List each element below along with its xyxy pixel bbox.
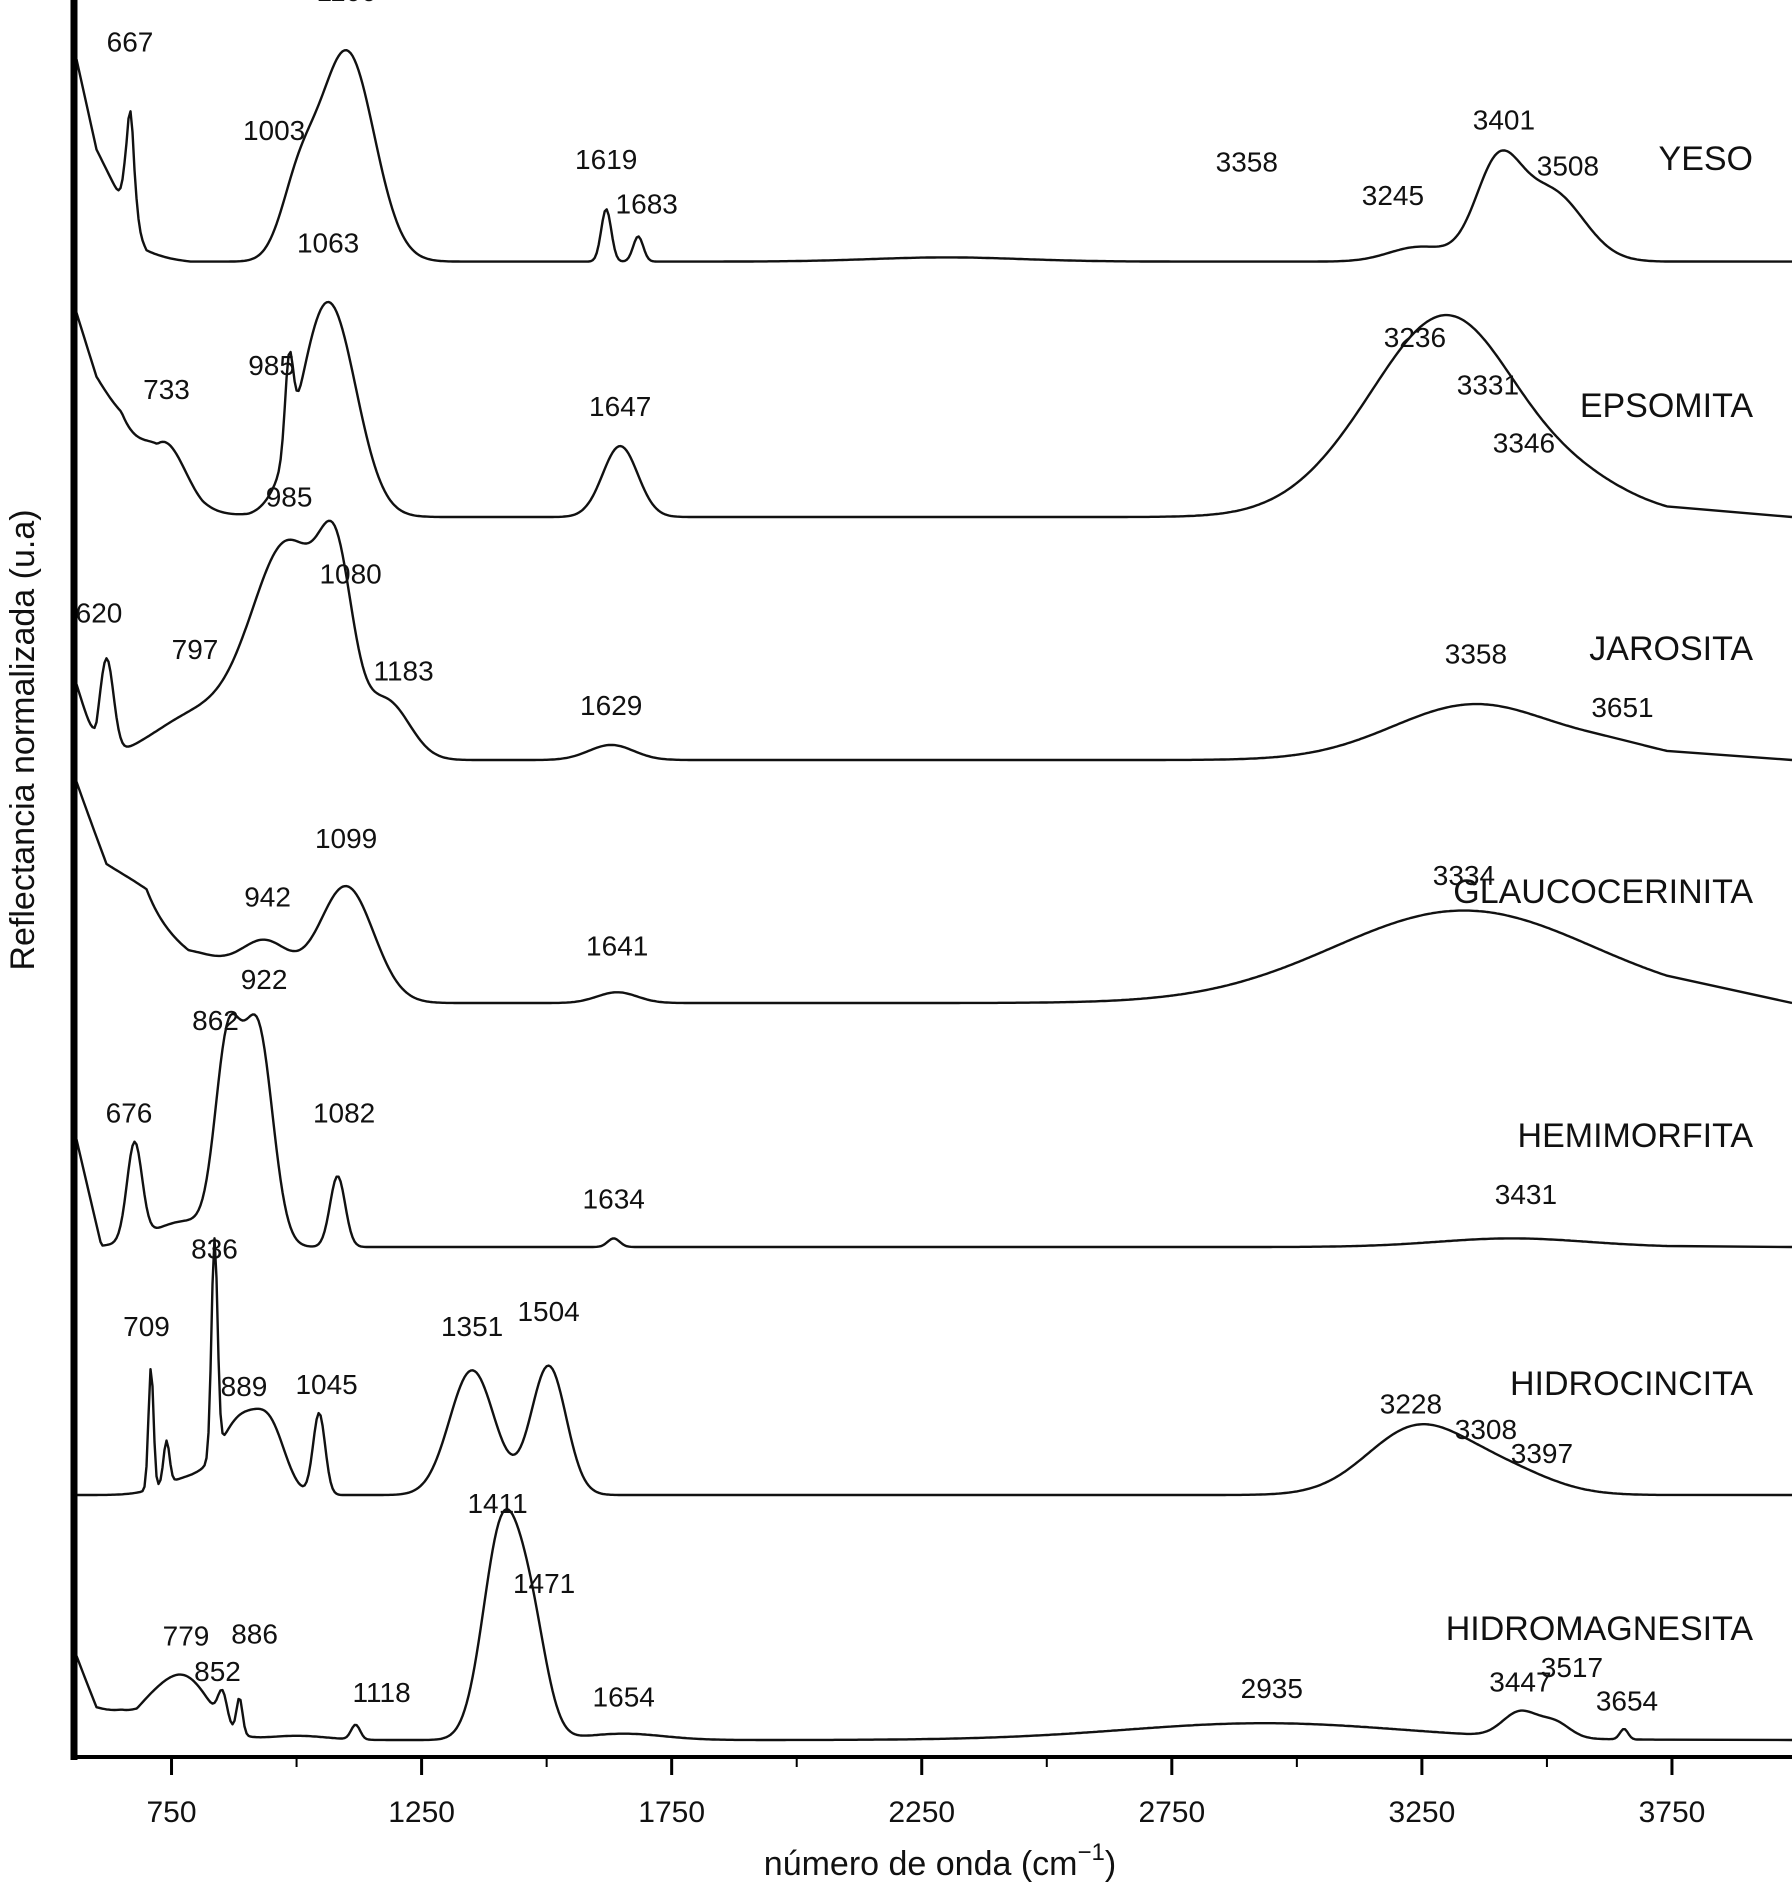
peak-label: 779	[163, 1621, 210, 1652]
peak-label: 3447	[1489, 1667, 1551, 1698]
peak-label: 3397	[1511, 1438, 1573, 1469]
spectrum-name: GLAUCOCERINITA	[1453, 873, 1753, 911]
peak-label: 889	[221, 1371, 268, 1402]
spectrum-line	[75, 49, 1792, 263]
peak-label: 733	[143, 374, 190, 405]
peak-label: 1629	[580, 690, 642, 721]
spectrum-line	[76, 1237, 1792, 1497]
spectrum-glaucocerinita: GLAUCOCERINITA 942 1099 1641 3334	[75, 781, 1792, 1005]
spectrum-name: HEMIMORFITA	[1518, 1117, 1754, 1155]
peak-label: 2935	[1241, 1673, 1303, 1704]
peak-label: 3654	[1596, 1686, 1658, 1717]
peak-label: 886	[231, 1618, 278, 1649]
peak-label: 1183	[373, 656, 433, 687]
peak-label: 922	[241, 964, 288, 995]
peak-label: 1003	[243, 115, 305, 146]
x-tick-label: 750	[146, 1796, 196, 1829]
peak-label: 1411	[467, 1488, 527, 1519]
spectrum-name: EPSOMITA	[1580, 387, 1753, 425]
peak-label: 3236	[1384, 322, 1446, 353]
spectrum-line	[75, 300, 1792, 519]
peak-label: 985	[248, 350, 295, 381]
peak-label: 942	[244, 881, 291, 912]
peak-label: 797	[172, 634, 219, 665]
x-tick-label: 2250	[888, 1796, 955, 1829]
peak-label: 1100	[316, 0, 376, 7]
spectrum-name: YESO	[1659, 140, 1753, 178]
x-tick-label: 2750	[1138, 1796, 1205, 1829]
spectrum-line	[75, 1507, 1792, 1742]
x-tick-label: 3250	[1389, 1796, 1456, 1829]
peak-label: 1641	[586, 931, 648, 962]
spectrum-epsomita: EPSOMITA 733 985 1063 1647 3236 3331 3346	[75, 228, 1792, 519]
peak-label: 3508	[1537, 151, 1599, 182]
peak-label: 1082	[313, 1097, 375, 1128]
peak-label: 1683	[616, 188, 678, 219]
peak-label: 3334	[1433, 860, 1495, 891]
peak-label: 1504	[517, 1296, 579, 1327]
spectrum-line	[75, 781, 1792, 1005]
peak-label: 1099	[315, 823, 377, 854]
spectrum-line	[75, 1012, 1792, 1249]
peak-label: 676	[106, 1097, 153, 1128]
spectrum-hidrocincita: HIDROCINCITA 709 836 889 1045 1351 1504 3228 330…	[76, 1234, 1792, 1497]
peak-label: 3228	[1380, 1388, 1442, 1419]
peak-label: 836	[191, 1234, 238, 1265]
y-axis-label: Reflectancia normalizada (u.a)	[4, 509, 42, 970]
spectrum-line	[75, 519, 1792, 762]
x-axis-label: número de onda (cm−1)	[764, 1839, 1116, 1883]
peak-label: 1063	[297, 228, 359, 259]
peak-label: 3358	[1445, 638, 1507, 669]
peak-label: 3331	[1457, 370, 1519, 401]
x-axis-label-superscript: −1	[1078, 1839, 1105, 1866]
peak-label: 3517	[1541, 1652, 1603, 1683]
peak-label: 3308	[1455, 1414, 1517, 1445]
peak-label: 3358	[1216, 146, 1278, 177]
peak-label: 667	[107, 27, 154, 58]
spectrum-name: JAROSITA	[1589, 630, 1753, 668]
x-tick-label: 3750	[1639, 1796, 1706, 1829]
x-tick-label: 1250	[388, 1796, 455, 1829]
x-axis-label-close: )	[1105, 1845, 1116, 1883]
peak-label: 3431	[1495, 1179, 1557, 1210]
peak-label: 1634	[583, 1183, 645, 1214]
peak-label: 852	[194, 1656, 241, 1687]
peak-label: 3401	[1473, 104, 1535, 135]
peak-label: 985	[266, 481, 313, 512]
spectrum-name: HIDROCINCITA	[1510, 1365, 1753, 1403]
peak-label: 3651	[1591, 692, 1653, 723]
peak-label: 862	[192, 1005, 239, 1036]
peak-label: 1351	[441, 1311, 503, 1342]
peak-label: 620	[76, 597, 123, 628]
spectrum-jarosita: JAROSITA 620 797 985 1080 1183 1629 3358 3651	[75, 481, 1792, 762]
peak-label: 1647	[589, 391, 651, 422]
peak-label: 1619	[575, 144, 637, 175]
spectrum-hidromagnesita: HIDROMAGNESITA 779 852 886 1118 1411 1471 1654 2…	[75, 1488, 1792, 1742]
peak-label: 3346	[1493, 428, 1555, 459]
peak-label: 1118	[353, 1677, 411, 1708]
x-ticks-group: 750 1250 1750 2250 2750 3250 3750	[146, 1757, 1705, 1829]
peak-label: 709	[123, 1311, 170, 1342]
peak-label: 1471	[513, 1568, 575, 1599]
x-tick-label: 1750	[638, 1796, 705, 1829]
peak-label: 1654	[593, 1681, 655, 1712]
axes-group: 750 1250 1750 2250 2750 3250 3750 número de on…	[4, 0, 1792, 1883]
peak-label: 1045	[295, 1369, 357, 1400]
peak-label: 3245	[1362, 180, 1424, 211]
peak-label: 1080	[319, 559, 381, 590]
spectrum-name: HIDROMAGNESITA	[1446, 1610, 1754, 1648]
